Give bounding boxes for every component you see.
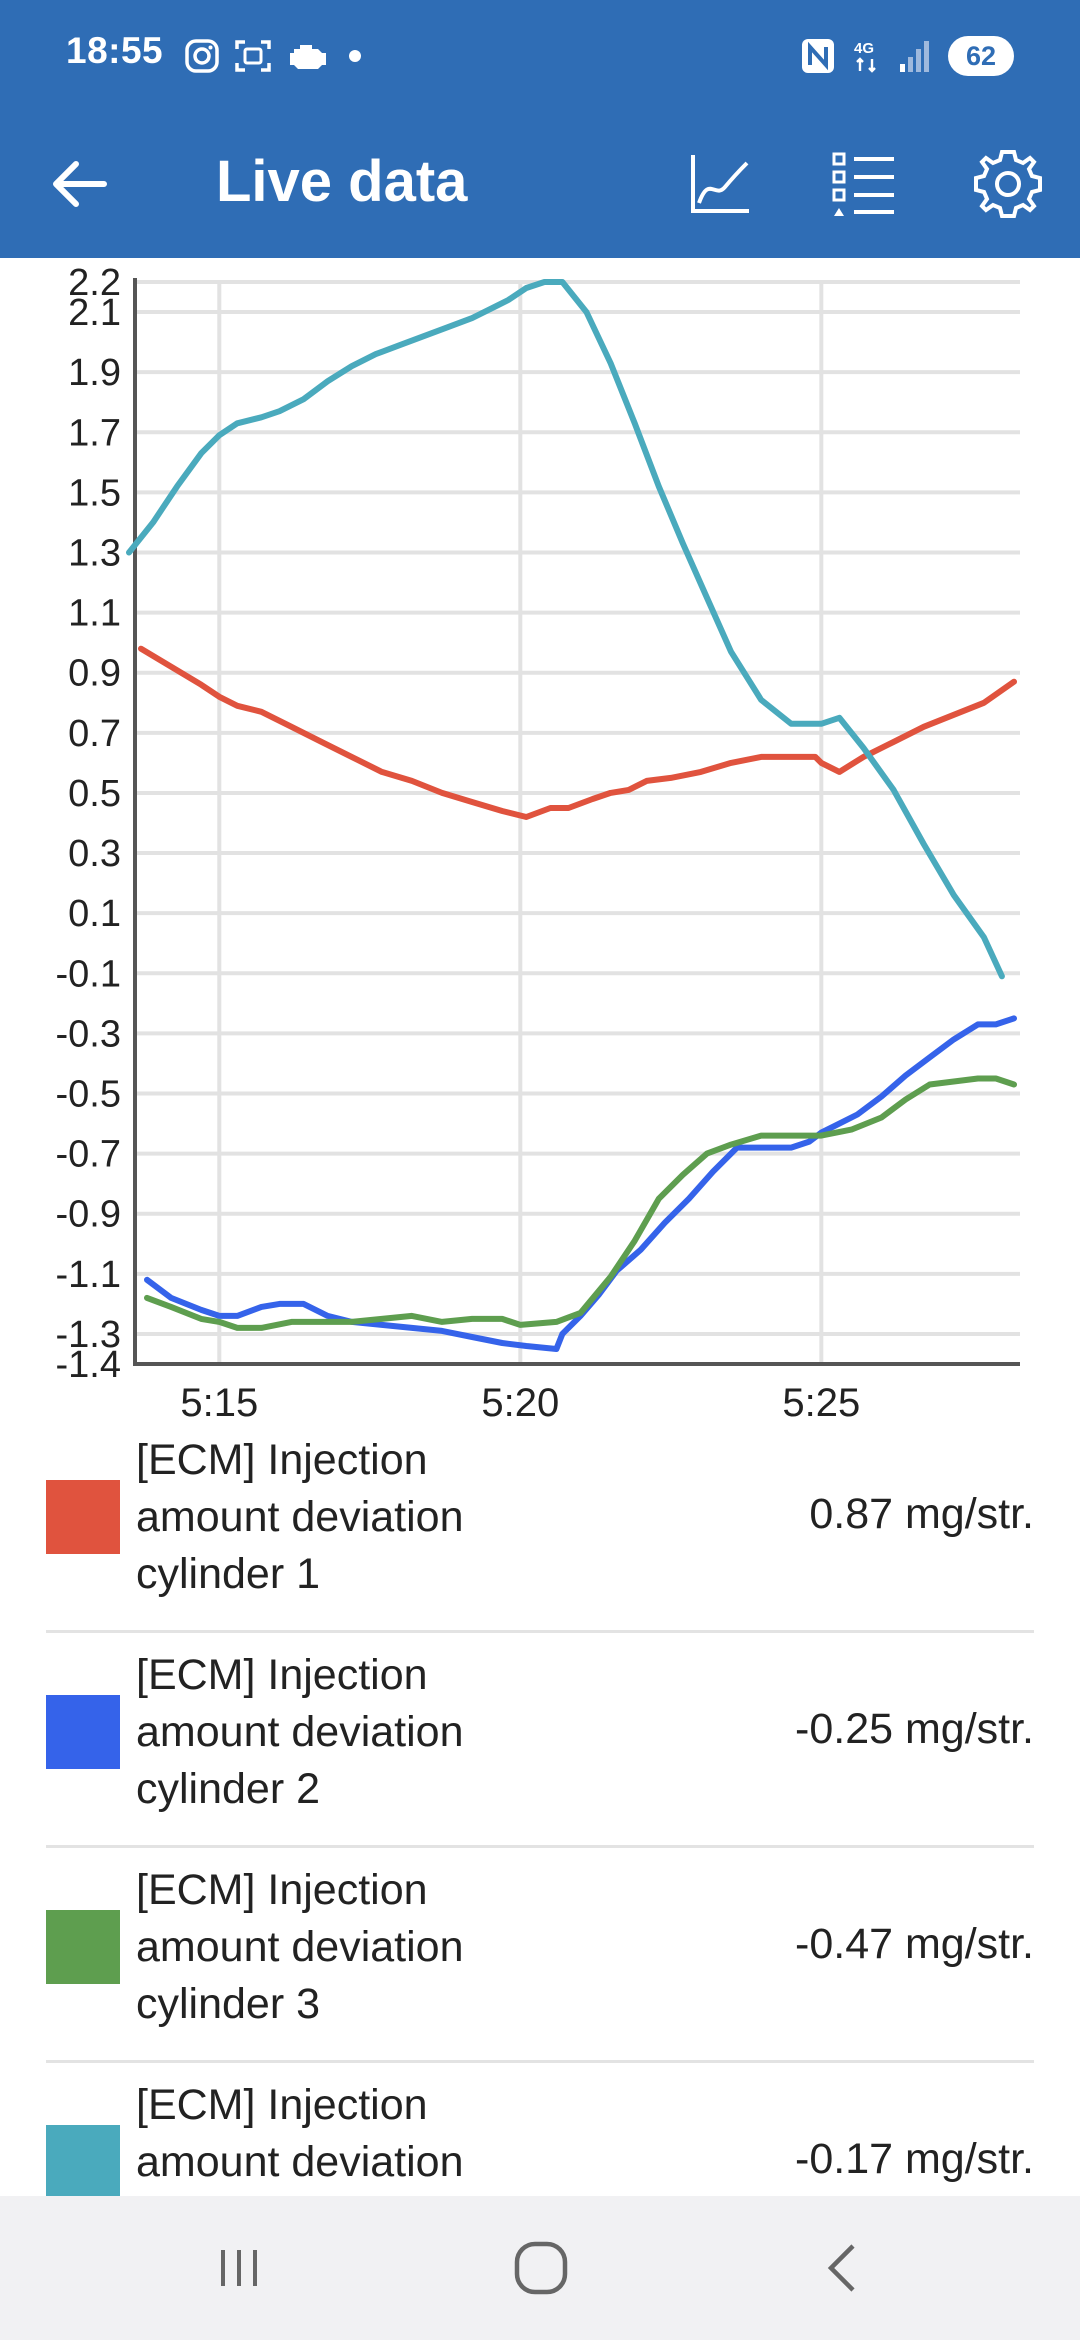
y-tick-label: 1.3 bbox=[68, 533, 121, 575]
back-nav-icon bbox=[827, 2244, 855, 2292]
status-system-icons: 4G 62 bbox=[800, 34, 1014, 78]
y-tick-label: 2.2 bbox=[68, 262, 121, 304]
y-tick-label: 0.5 bbox=[68, 773, 121, 815]
svg-text:4G: 4G bbox=[854, 40, 874, 57]
page-title: Live data bbox=[216, 149, 468, 214]
instagram-icon bbox=[185, 39, 219, 73]
dot-icon bbox=[349, 50, 361, 62]
divider bbox=[46, 1630, 1034, 1633]
series-color-swatch bbox=[46, 1480, 120, 1554]
x-tick-label: 5:20 bbox=[481, 1381, 559, 1418]
y-tick-label: -0.3 bbox=[56, 1013, 121, 1055]
series-color-swatch bbox=[46, 1695, 120, 1769]
battery-level: 62 bbox=[948, 36, 1014, 76]
recents-icon bbox=[221, 2250, 257, 2286]
y-tick-label: -1.3 bbox=[56, 1314, 121, 1356]
y-tick-label: 1.1 bbox=[68, 593, 121, 635]
y-tick-label: -0.5 bbox=[56, 1074, 121, 1116]
legend-item[interactable]: [ECM] Injection amount deviation cylinde… bbox=[0, 1418, 1080, 1633]
series-line-1 bbox=[138, 645, 1017, 820]
parameter-name: [ECM] Injection amount deviation cylinde… bbox=[136, 1866, 464, 2028]
parameter-name: [ECM] Injection amount deviation cylinde… bbox=[136, 1651, 464, 1813]
parameter-list-button[interactable] bbox=[818, 138, 910, 230]
app-bar: Live data bbox=[0, 110, 1080, 258]
y-tick-label: -0.7 bbox=[56, 1134, 121, 1176]
legend-item[interactable]: [ECM] Injection amount deviation cylinde… bbox=[0, 1848, 1080, 2063]
home-button[interactable] bbox=[496, 2232, 586, 2304]
settings-icon bbox=[974, 150, 1042, 218]
y-tick-label: 1.5 bbox=[68, 472, 121, 514]
legend-item[interactable]: [ECM] Injection amount deviation cylinde… bbox=[0, 1633, 1080, 1848]
y-tick-label: -1.1 bbox=[56, 1254, 121, 1296]
divider bbox=[46, 1845, 1034, 1848]
x-tick-label: 5:25 bbox=[782, 1381, 860, 1418]
y-tick-label: -1.4 bbox=[56, 1344, 121, 1386]
parameter-name: [ECM] Injection amount deviation cylinde… bbox=[136, 1436, 464, 1598]
line-chart: 2.22.1 1.9 1.7 1.5 1.3 1.1 0.9 0.7 0.5 0.3 0.1 -0.1… bbox=[56, 262, 1020, 1418]
y-tick-label: -0.9 bbox=[56, 1194, 121, 1236]
home-icon bbox=[514, 2241, 568, 2295]
engine-icon bbox=[290, 45, 326, 69]
arrow-back-icon bbox=[53, 161, 107, 207]
chart-icon bbox=[691, 155, 749, 213]
y-tick-label: 0.9 bbox=[68, 653, 121, 695]
status-bar: 18:55 4G bbox=[0, 0, 1080, 110]
status-time: 18:55 bbox=[66, 30, 164, 71]
legend-item[interactable]: [ECM] Injection amount deviation -0.17 m… bbox=[0, 2063, 1080, 2196]
y-tick-label: 2.1 bbox=[68, 292, 121, 334]
parameter-legend: [ECM] Injection amount deviation cylinde… bbox=[0, 1418, 1080, 2196]
parameter-name: [ECM] Injection amount deviation bbox=[136, 2081, 464, 2186]
system-nav-bar bbox=[0, 2196, 1080, 2340]
parameter-value: 0.87 mg/str. bbox=[809, 1490, 1034, 1538]
series-line-2 bbox=[144, 1015, 1017, 1352]
nfc-icon bbox=[802, 39, 834, 73]
y-tick-label: 0.3 bbox=[68, 833, 121, 875]
parameter-value: -0.25 mg/str. bbox=[795, 1705, 1034, 1753]
live-data-chart[interactable]: 2.2 2.1 1.9 1.7 1.5 1.3 1.1 0.9 0.7 0.5 0.3 0.1 -0.1… bbox=[0, 258, 1080, 1418]
scan-icon bbox=[235, 40, 271, 72]
series-color-swatch bbox=[46, 1910, 120, 1984]
back-nav-button[interactable] bbox=[798, 2232, 888, 2304]
4g-icon: 4G bbox=[854, 40, 876, 73]
parameter-value: -0.47 mg/str. bbox=[795, 1920, 1034, 1968]
y-tick-label: -0.1 bbox=[56, 953, 121, 995]
series-color-swatch bbox=[46, 2125, 120, 2196]
settings-button[interactable] bbox=[962, 138, 1054, 230]
series-line-3 bbox=[144, 1075, 1017, 1331]
y-tick-label: 0.1 bbox=[68, 893, 121, 935]
back-button[interactable] bbox=[40, 144, 120, 224]
y-tick-label: 0.7 bbox=[68, 713, 121, 755]
status-notification-icons bbox=[184, 36, 366, 76]
top-app-bar: 18:55 4G bbox=[0, 0, 1080, 258]
divider bbox=[46, 2060, 1034, 2063]
x-tick-label: 5:15 bbox=[180, 1381, 258, 1418]
series-line-4 bbox=[126, 279, 1005, 980]
y-tick-label: 1.9 bbox=[68, 352, 121, 394]
chart-view-button[interactable] bbox=[674, 138, 766, 230]
parameter-value: -0.17 mg/str. bbox=[795, 2135, 1034, 2183]
y-tick-label: 1.7 bbox=[68, 412, 121, 454]
signal-icon bbox=[900, 41, 929, 72]
recents-button[interactable] bbox=[194, 2232, 284, 2304]
list-icon bbox=[832, 152, 894, 216]
